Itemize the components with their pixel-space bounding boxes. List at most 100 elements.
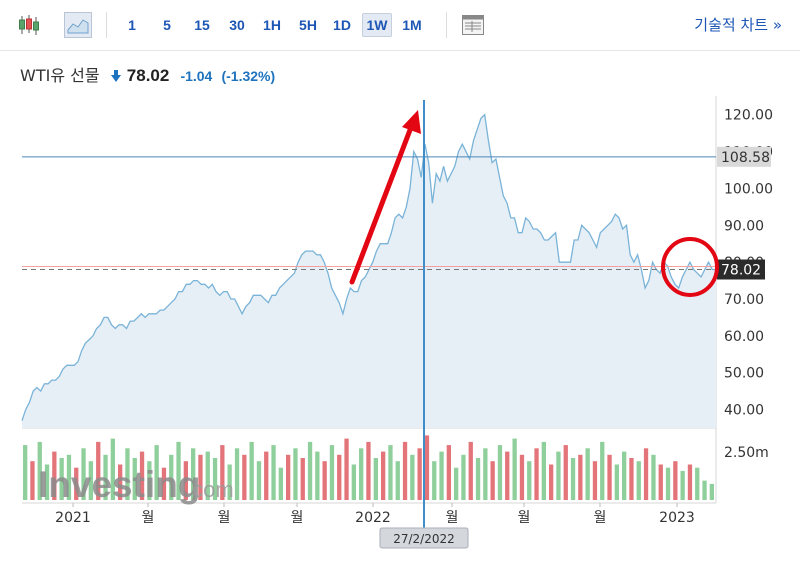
volume-bar	[23, 445, 28, 500]
volume-bar	[490, 461, 495, 500]
x-tick-label: 월	[142, 510, 155, 526]
volume-bar	[59, 458, 64, 500]
candlestick-icon[interactable]	[16, 12, 42, 38]
volume-bar	[103, 454, 108, 500]
volume-bar	[256, 461, 262, 500]
volume-bar	[402, 441, 408, 500]
x-tick-label: 월	[218, 510, 231, 526]
y-tick-label: 120.00	[724, 108, 773, 124]
interval-1d[interactable]: 1D	[333, 17, 351, 33]
volume-bar	[351, 464, 356, 500]
interval-1h[interactable]: 1H	[263, 17, 281, 33]
volume-bar	[139, 451, 145, 500]
watermark-logo-suffix: .com	[186, 477, 234, 502]
last-price: 78.02	[126, 66, 170, 85]
current-price-tag	[717, 259, 765, 280]
volume-bar	[607, 454, 612, 500]
volume-bar	[44, 464, 50, 500]
volume-bar	[497, 445, 503, 500]
volume-bar	[271, 445, 276, 500]
volume-bar	[322, 461, 327, 500]
y-tick-label: 60.00	[724, 329, 764, 345]
volume-bar	[556, 451, 561, 500]
horizontal-line-value: 108.58	[721, 150, 770, 166]
volume-bar	[110, 438, 115, 500]
volume-bar	[183, 461, 188, 500]
volume-bar	[680, 470, 685, 500]
volume-bar	[439, 451, 444, 500]
volume-bar	[665, 467, 671, 500]
x-tick-label: 월	[594, 510, 607, 526]
volume-bar	[329, 445, 335, 500]
interval-5[interactable]: 5	[163, 17, 171, 33]
volume-bar	[395, 461, 400, 500]
x-tick-label: 월	[291, 510, 304, 526]
y-tick-label: 70.00	[724, 292, 764, 308]
x-tick-label: 월	[446, 510, 459, 526]
interval-1m[interactable]: 1M	[402, 17, 422, 33]
volume-bar	[286, 454, 291, 500]
volume-bar	[702, 480, 707, 500]
volume-bar	[191, 448, 196, 500]
volume-bar	[176, 441, 181, 500]
volume-bar	[154, 445, 159, 500]
volume-bar	[344, 438, 349, 500]
volume-bar	[709, 483, 714, 500]
volume-bar	[417, 448, 422, 500]
volume-bar	[424, 435, 430, 500]
volume-bar	[600, 441, 605, 500]
x-tick-label: 2021	[55, 510, 91, 526]
volume-bar	[475, 458, 481, 500]
volume-bar	[234, 448, 240, 500]
volume-bar	[570, 458, 576, 500]
volume-bar	[30, 461, 35, 500]
toolbar-separator	[446, 12, 447, 38]
volume-bar	[205, 451, 210, 500]
horizontal-line-tag	[717, 146, 771, 167]
interval-1w[interactable]: 1W	[362, 13, 392, 37]
volume-bar	[636, 461, 641, 500]
volume-bar	[592, 461, 598, 500]
interval-1[interactable]: 1	[128, 17, 136, 33]
volume-bar	[337, 454, 342, 500]
y-tick-label: 100.00	[724, 181, 773, 197]
crosshair-date-tag	[379, 527, 469, 549]
volume-bar	[264, 451, 269, 500]
volume-bar	[132, 458, 137, 500]
down-arrow-icon	[110, 70, 125, 85]
interval-30[interactable]: 30	[229, 17, 245, 33]
price-change: -1.04	[180, 68, 213, 84]
volume-bar	[81, 448, 86, 500]
interval-5h[interactable]: 5H	[299, 17, 317, 33]
volume-bar	[37, 441, 42, 500]
x-tick-label: 월	[518, 510, 531, 526]
technical-chart-link[interactable]: 기술적 차트 »	[694, 16, 782, 34]
volume-bar	[161, 467, 167, 500]
chart-toolbar: 1 5 15 30 1H 5H 1D 1W 1M 기술적 차트 »	[0, 0, 800, 51]
volume-bar	[651, 454, 656, 500]
instrument-name: WTI유 선물	[20, 66, 100, 85]
table-icon[interactable]	[460, 12, 486, 38]
volume-bar	[169, 454, 174, 500]
y-tick-label: 90.00	[724, 218, 764, 234]
volume-bar	[687, 464, 693, 500]
crosshair-date-label: 27/2/2022	[393, 532, 455, 546]
volume-bar	[147, 461, 152, 500]
interval-15[interactable]: 15	[194, 17, 210, 33]
volume-bar	[227, 464, 232, 500]
annotation-arrow-shaft	[349, 127, 413, 285]
volume-axis-label: 2.50m	[724, 445, 769, 461]
volume-bar	[74, 467, 79, 500]
volume-bar	[249, 441, 254, 500]
price-change-percent: (-1.32%)	[221, 68, 276, 84]
volume-bar	[527, 461, 532, 500]
volume-bar	[388, 445, 393, 500]
volume-bar	[432, 461, 437, 500]
volume-bar	[541, 441, 546, 500]
volume-bar	[629, 458, 634, 500]
area-chart-icon[interactable]	[64, 12, 92, 38]
volume-bar	[410, 454, 415, 500]
volume-bar	[454, 467, 459, 500]
